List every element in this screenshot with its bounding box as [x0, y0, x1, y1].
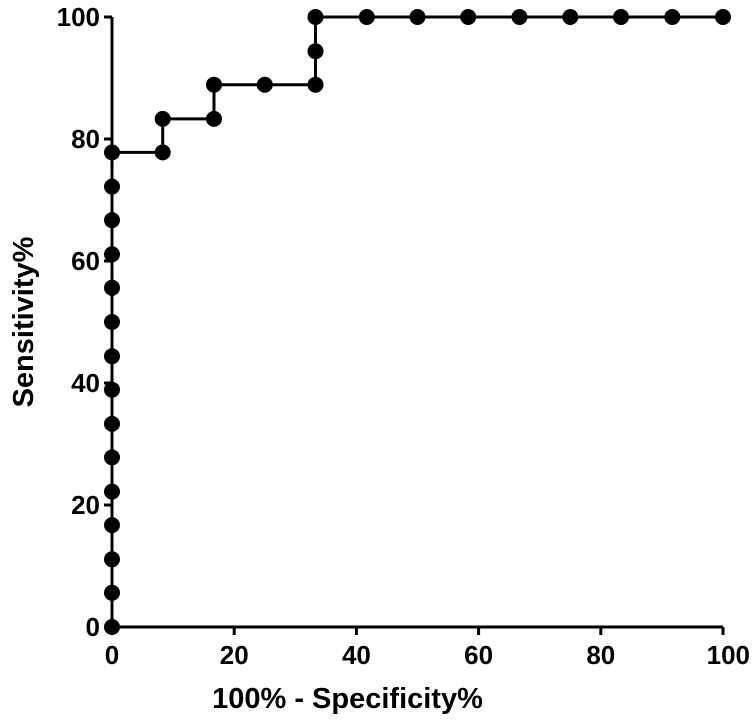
roc-point-30 [715, 9, 731, 25]
roc-point-29 [664, 9, 681, 25]
roc-point-23 [358, 9, 375, 25]
roc-point-26 [511, 9, 528, 25]
x-tick-label: 40 [342, 640, 371, 670]
x-axis-title: 100% - Specificity% [212, 683, 483, 715]
x-tick-label: 100 [707, 640, 750, 670]
x-tick-label: 0 [105, 640, 119, 670]
roc-data-points [104, 9, 731, 635]
y-tick-label: 80 [71, 124, 100, 154]
x-axis-ticks: 0 20 40 60 80 100 [105, 627, 750, 670]
roc-point-15 [154, 144, 171, 161]
y-tick-label: 40 [71, 368, 100, 398]
roc-point-16 [154, 110, 171, 127]
y-axis-title: Sensitivity% [8, 236, 40, 407]
roc-point-21 [307, 43, 324, 60]
y-tick-label: 100 [57, 2, 100, 32]
x-tick-label: 60 [464, 640, 493, 670]
roc-point-20 [307, 76, 324, 93]
roc-point-17 [206, 110, 222, 127]
roc-point-28 [613, 9, 629, 25]
y-axis-ticks: 0 20 40 60 80 100 [57, 2, 112, 642]
roc-point-27 [562, 9, 579, 25]
roc-point-18 [206, 76, 222, 93]
roc-point-24 [409, 9, 426, 25]
roc-curve-line [110, 15, 723, 627]
x-tick-label: 20 [220, 640, 249, 670]
y-tick-label: 20 [71, 490, 100, 520]
x-tick-label: 80 [586, 640, 615, 670]
roc-point-25 [460, 9, 477, 25]
y-tick-label: 0 [86, 612, 100, 642]
y-tick-label: 60 [71, 246, 100, 276]
roc-point-19 [256, 76, 273, 93]
roc-point-22 [307, 9, 324, 25]
